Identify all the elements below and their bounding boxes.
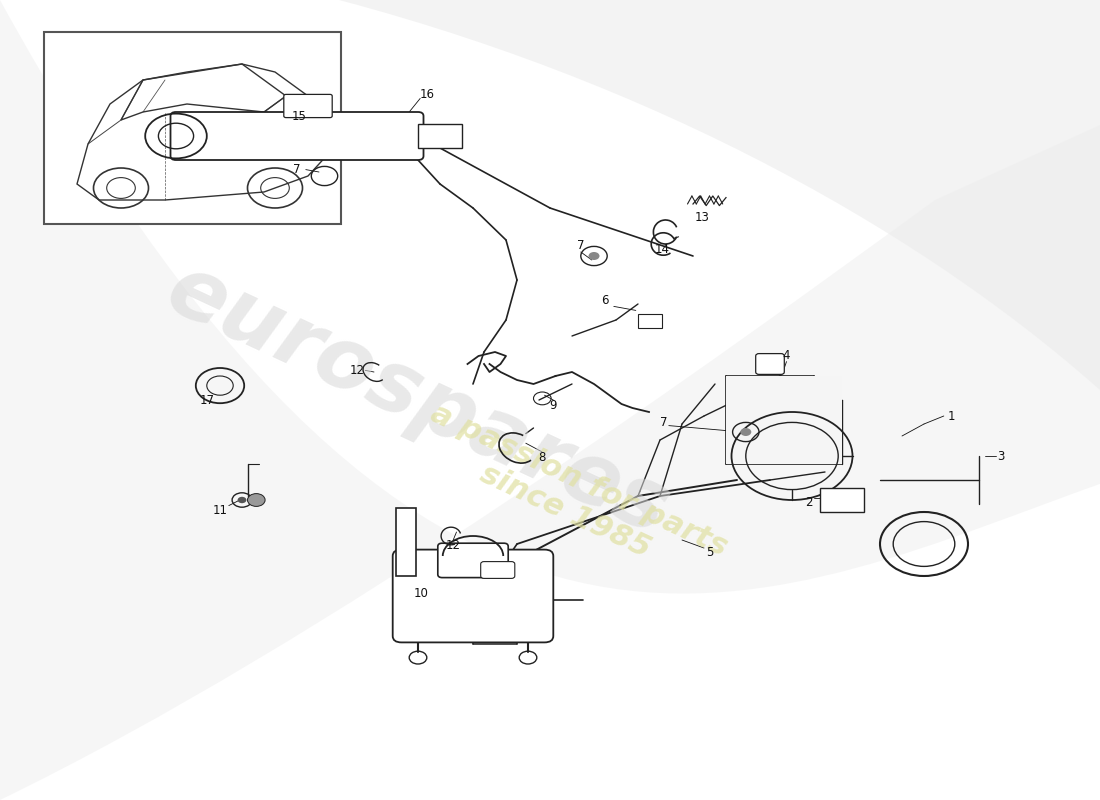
Text: 4: 4 [783, 350, 790, 362]
Text: 1: 1 [948, 410, 955, 422]
FancyBboxPatch shape [481, 562, 515, 578]
Text: 2: 2 [805, 496, 812, 509]
Text: 7: 7 [294, 163, 300, 176]
Circle shape [238, 497, 246, 503]
Text: 13: 13 [694, 211, 710, 224]
Circle shape [588, 252, 600, 260]
Text: 7: 7 [578, 239, 584, 252]
Text: a passion for parts
since 1985: a passion for parts since 1985 [412, 399, 732, 593]
Text: 14: 14 [654, 243, 670, 256]
Text: 6: 6 [602, 294, 608, 306]
Circle shape [248, 494, 265, 506]
FancyBboxPatch shape [170, 112, 424, 160]
Text: 9: 9 [550, 399, 557, 412]
FancyBboxPatch shape [284, 94, 332, 118]
FancyBboxPatch shape [820, 488, 864, 512]
Text: 10: 10 [414, 587, 429, 600]
Text: 11: 11 [212, 504, 228, 517]
FancyBboxPatch shape [438, 543, 508, 578]
FancyBboxPatch shape [396, 508, 416, 576]
FancyBboxPatch shape [393, 550, 553, 642]
Text: 5: 5 [706, 546, 713, 558]
FancyBboxPatch shape [44, 32, 341, 224]
Text: 7: 7 [660, 416, 667, 429]
Text: 3: 3 [998, 450, 1004, 462]
Text: 15: 15 [292, 110, 307, 122]
Text: 8: 8 [539, 451, 546, 464]
PathPatch shape [0, 120, 1100, 800]
FancyBboxPatch shape [418, 124, 462, 148]
Text: 17: 17 [199, 394, 214, 406]
Circle shape [740, 428, 751, 436]
PathPatch shape [308, 0, 1100, 400]
Text: 12: 12 [350, 364, 365, 377]
Text: 12: 12 [446, 539, 461, 552]
FancyBboxPatch shape [756, 354, 784, 374]
Text: 16: 16 [419, 88, 435, 101]
FancyBboxPatch shape [638, 314, 662, 328]
FancyBboxPatch shape [726, 376, 842, 464]
Text: eurospares: eurospares [154, 247, 682, 553]
